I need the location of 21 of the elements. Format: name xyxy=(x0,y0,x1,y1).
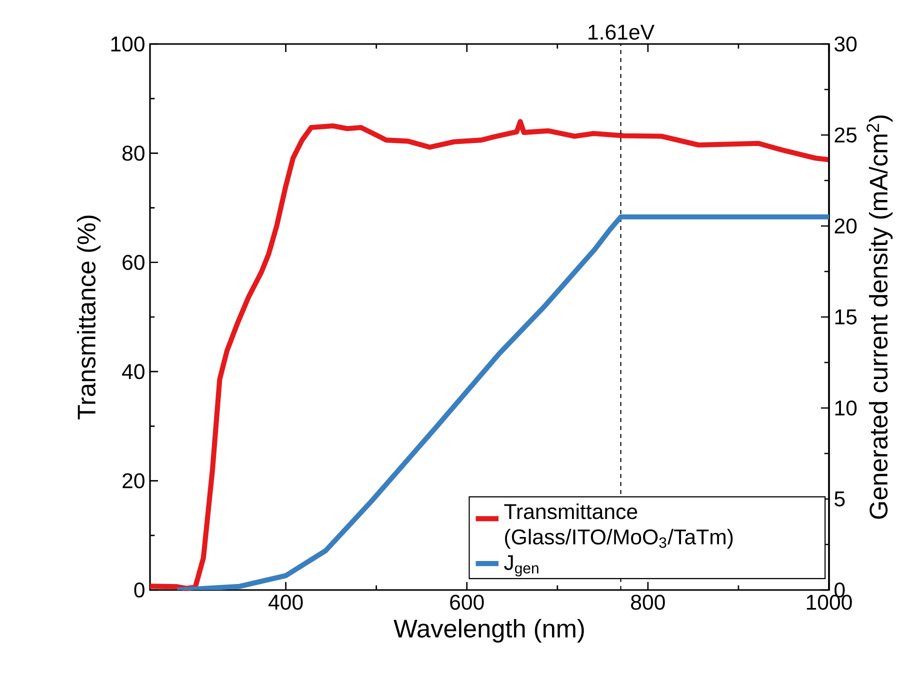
y-tick-label: 100 xyxy=(111,36,144,52)
x-tick-label: 800 xyxy=(631,594,665,610)
legend-label: J$_{gen}$ xyxy=(504,555,538,576)
legend-label: Transmittance (Glass/ITO/MoO$_{3}$/TaTm) xyxy=(504,504,733,549)
y-axis-title: Transmittance (%) xyxy=(76,216,101,420)
x-axis-title: Wavelength (nm) xyxy=(394,618,584,643)
y2-tick-label: 10 xyxy=(835,400,857,416)
ref-line-label: 1.61eV xyxy=(588,24,654,40)
y2-tick-label: 15 xyxy=(835,310,857,324)
y-tick-label: 80 xyxy=(122,146,144,161)
y2-tick-label: 20 xyxy=(834,218,857,234)
y-tick-label: 40 xyxy=(122,364,144,380)
y2-tick-label: 30 xyxy=(834,36,857,52)
y2-tick-label: 5 xyxy=(834,492,845,506)
x-tick-label: 600 xyxy=(450,594,484,610)
y-tick-label: 60 xyxy=(122,254,144,270)
y2-tick-label: 25 xyxy=(834,127,857,143)
y-tick-label: 20 xyxy=(122,473,144,488)
x-tick-label: 400 xyxy=(268,594,303,610)
y2-axis-title: Generated current density (mA/cm$^{2}$) xyxy=(866,116,893,519)
y-tick-label: 0 xyxy=(134,582,144,598)
